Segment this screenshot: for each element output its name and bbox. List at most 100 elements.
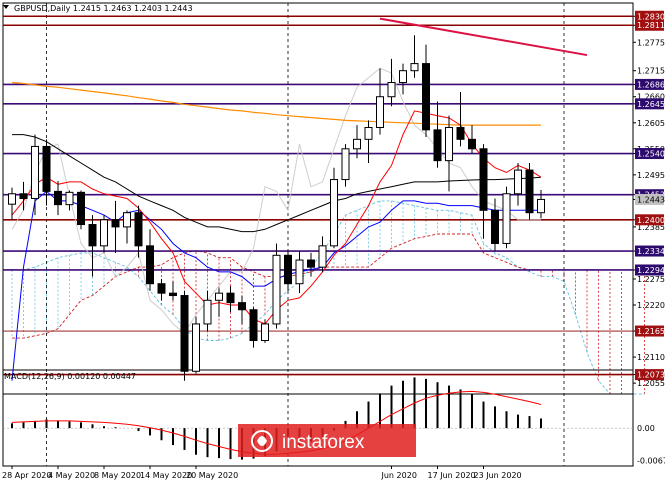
- candle-body: [284, 254, 292, 285]
- candle: [318, 236, 327, 272]
- price-tag: [635, 325, 664, 337]
- price-tag: [635, 10, 664, 22]
- price-tag: [635, 245, 664, 257]
- candle-body: [387, 82, 396, 98]
- candle: [157, 278, 166, 301]
- candle-body: [42, 145, 51, 192]
- candle: [42, 139, 51, 206]
- time-tick-label: 23 Jun 2020: [474, 471, 522, 480]
- time-tick-label: Jun 2020: [381, 471, 417, 480]
- candle-body: [8, 193, 16, 205]
- candle-body: [364, 126, 373, 140]
- candle: [111, 200, 120, 253]
- black-moving-average: [12, 134, 542, 233]
- candle-body: [19, 193, 28, 199]
- candle-body: [65, 191, 74, 206]
- price-tag-label: 1.2400: [637, 216, 665, 225]
- candle: [65, 190, 74, 211]
- candle: [422, 44, 430, 137]
- candle-body: [31, 145, 39, 199]
- senkou-span-a-line: [12, 200, 645, 395]
- candle-body: [203, 299, 212, 325]
- price-tick-label: 1.2715: [637, 67, 665, 76]
- candle: [272, 243, 281, 329]
- candle-body: [502, 193, 511, 244]
- candle-body: [537, 198, 545, 214]
- watermark-text: instaforex: [282, 432, 365, 453]
- candle-body: [146, 245, 154, 285]
- candle: [19, 181, 28, 211]
- candle: [364, 120, 373, 163]
- candle: [353, 125, 361, 159]
- candle: [123, 210, 131, 244]
- candle-body: [353, 138, 361, 150]
- candle: [491, 198, 499, 251]
- candle-body: [134, 212, 143, 247]
- candle-body: [226, 292, 235, 304]
- candle: [502, 186, 511, 249]
- price-tag-label: 1.2811: [637, 21, 665, 30]
- candle-body: [445, 126, 453, 162]
- period-separators: [2, 2, 634, 467]
- price-tag: [635, 19, 664, 31]
- candle: [387, 58, 396, 107]
- candle-body: [433, 129, 442, 162]
- candle-body: [456, 126, 465, 140]
- candle-body: [330, 179, 338, 247]
- candle-body: [123, 212, 131, 228]
- candle-body: [169, 292, 177, 297]
- candle-body: [422, 63, 430, 131]
- candle-body: [525, 169, 534, 214]
- price-axis: 1.28301.28111.27751.27151.26861.26601.26…: [633, 10, 665, 388]
- price-tag-label: 1.2443: [637, 195, 665, 204]
- symbol-dropdown-icon[interactable]: [3, 5, 9, 9]
- candle: [307, 252, 315, 277]
- time-tick-label: 28 Apr 2020: [2, 471, 51, 480]
- macd-axis-label: -0.00673: [637, 457, 665, 466]
- candle: [399, 63, 407, 95]
- price-tag-label: 1.2540: [637, 150, 665, 159]
- candle-body: [77, 191, 85, 226]
- price-tag: [635, 148, 664, 160]
- candle-body: [479, 148, 488, 211]
- symbol-info: GBPUSD,Daily 1.2415 1.2463 1.2403 1.2443: [14, 4, 193, 13]
- candle: [284, 250, 292, 291]
- price-tick-label: 1.2220: [637, 301, 665, 310]
- macd-label: MACD(12,26,9) 0.00120 0.00447: [4, 372, 136, 381]
- price-tag-label: 1.2073: [637, 371, 665, 380]
- candle: [238, 295, 246, 324]
- time-tick-label: 17 Jun 2020: [428, 471, 476, 480]
- price-tag-label: 1.2334: [637, 247, 665, 256]
- candle: [410, 35, 419, 78]
- time-tick-label: 20 May 2020: [186, 471, 238, 480]
- price-tag-label: 1.2294: [637, 266, 665, 275]
- price-tag: [635, 193, 664, 205]
- price-tag: [635, 214, 664, 226]
- candle: [100, 215, 108, 253]
- candle: [146, 229, 154, 291]
- candle: [8, 187, 16, 220]
- candle: [433, 101, 442, 168]
- price-tag: [635, 78, 664, 90]
- price-tick-label: 1.2775: [637, 38, 665, 47]
- price-tag-label: 1.2165: [637, 327, 665, 336]
- price-tick-label: 1.2110: [637, 353, 665, 362]
- candle-body: [491, 209, 499, 244]
- candle: [330, 167, 338, 249]
- candle-body: [261, 323, 269, 342]
- candle-body: [468, 138, 476, 150]
- macd-panel-frame: [2, 369, 634, 467]
- candle: [514, 162, 522, 206]
- candle: [261, 319, 269, 343]
- price-tag-label: 1.2830: [637, 12, 665, 21]
- candle: [31, 134, 39, 216]
- time-tick-label: 14 May 2020: [140, 471, 192, 480]
- price-tag-label: 1.2645: [637, 100, 665, 109]
- main-panel-frame: [2, 2, 634, 395]
- candle: [180, 290, 189, 381]
- candle-body: [295, 259, 304, 285]
- price-tick-label: 1.2385: [637, 223, 665, 232]
- orange-moving-average: [11, 81, 541, 126]
- chikou-line: [11, 67, 541, 335]
